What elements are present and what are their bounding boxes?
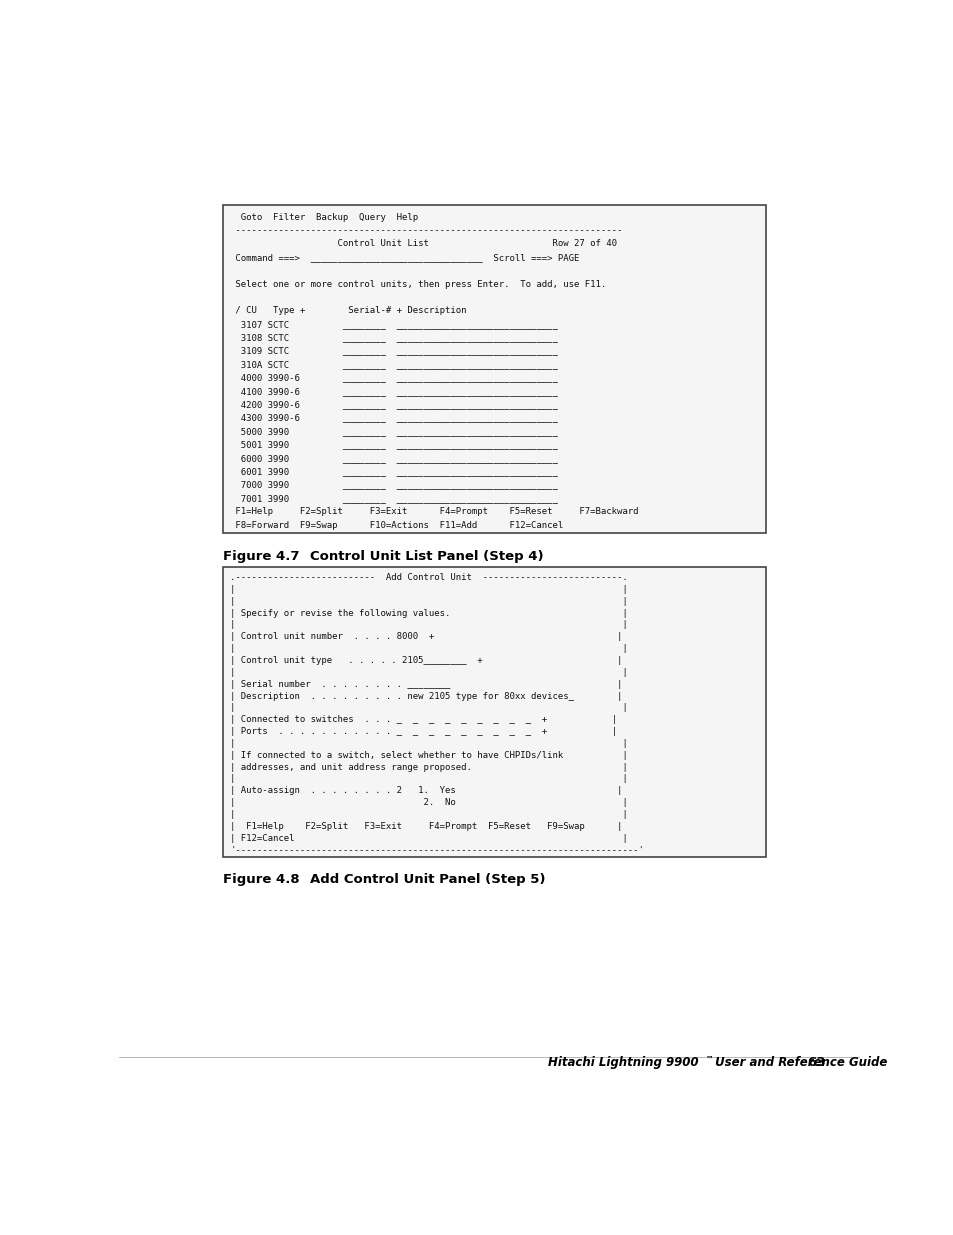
- Text: | Description  . . . . . . . . . new 2105 type for 80xx devices_        |: | Description . . . . . . . . . new 2105…: [230, 692, 622, 700]
- Text: 3107 SCTC          ________  ______________________________: 3107 SCTC ________ _____________________…: [230, 320, 558, 329]
- Text: F1=Help     F2=Split     F3=Exit      F4=Prompt    F5=Reset     F7=Backward: F1=Help F2=Split F3=Exit F4=Prompt F5=Re…: [230, 508, 638, 516]
- Text: 4300 3990-6        ________  ______________________________: 4300 3990-6 ________ ___________________…: [230, 414, 558, 422]
- Text: 6000 3990          ________  ______________________________: 6000 3990 ________ _____________________…: [230, 453, 558, 463]
- Text: |                                                                        |: | |: [230, 597, 627, 606]
- Bar: [222, 567, 765, 857]
- Text: Command ===>  ________________________________  Scroll ===> PAGE: Command ===> ___________________________…: [230, 253, 578, 262]
- Text: Select one or more control units, then press Enter.  To add, use F11.: Select one or more control units, then p…: [230, 279, 606, 289]
- Text: |                                   2.  No                               |: | 2. No |: [230, 798, 627, 806]
- Text: 4000 3990-6        ________  ______________________________: 4000 3990-6 ________ ___________________…: [230, 373, 558, 383]
- Text: Control Unit List                       Row 27 of 40: Control Unit List Row 27 of 40: [230, 240, 617, 248]
- Text: | Connected to switches  . . . _  _  _  _  _  _  _  _  _  +            |: | Connected to switches . . . _ _ _ _ _ …: [230, 715, 617, 724]
- Text: | Serial number  . . . . . . . . ________                               |: | Serial number . . . . . . . . ________…: [230, 679, 622, 689]
- Text: 4100 3990-6        ________  ______________________________: 4100 3990-6 ________ ___________________…: [230, 387, 558, 395]
- Text: |                                                                        |: | |: [230, 739, 627, 748]
- Text: 7000 3990          ________  ______________________________: 7000 3990 ________ _____________________…: [230, 480, 558, 489]
- Text: 63: 63: [806, 1056, 824, 1068]
- Text: | F12=Cancel                                                             |: | F12=Cancel |: [230, 834, 627, 842]
- Text: 310A SCTC          ________  ______________________________: 310A SCTC ________ _____________________…: [230, 359, 558, 369]
- Text: ™: ™: [705, 1055, 713, 1065]
- Text: Figure 4.8: Figure 4.8: [222, 873, 299, 885]
- Text: |                                                                        |: | |: [230, 585, 627, 594]
- Text: User and Reference Guide: User and Reference Guide: [710, 1056, 886, 1068]
- Text: Hitachi Lightning 9900: Hitachi Lightning 9900: [547, 1056, 698, 1068]
- Text: | Control unit type   . . . . . 2105________  +                         |: | Control unit type . . . . . 2105______…: [230, 656, 622, 664]
- Text: '---------------------------------------------------------------------------': '---------------------------------------…: [230, 846, 643, 855]
- Text: |                                                                        |: | |: [230, 810, 627, 819]
- Bar: [222, 205, 765, 534]
- Text: |                                                                        |: | |: [230, 704, 627, 713]
- Text: 5000 3990          ________  ______________________________: 5000 3990 ________ _____________________…: [230, 427, 558, 436]
- Text: 3109 SCTC          ________  ______________________________: 3109 SCTC ________ _____________________…: [230, 347, 558, 356]
- Text: | Control unit number  . . . . 8000  +                                  |: | Control unit number . . . . 8000 + |: [230, 632, 622, 641]
- Text: |                                                                        |: | |: [230, 620, 627, 630]
- Text: | Ports  . . . . . . . . . . . _  _  _  _  _  _  _  _  _  +            |: | Ports . . . . . . . . . . . _ _ _ _ _ …: [230, 727, 617, 736]
- Text: 5001 3990          ________  ______________________________: 5001 3990 ________ _____________________…: [230, 440, 558, 450]
- Text: 4200 3990-6        ________  ______________________________: 4200 3990-6 ________ ___________________…: [230, 400, 558, 409]
- Text: 7001 3990          ________  ______________________________: 7001 3990 ________ _____________________…: [230, 494, 558, 503]
- Text: | If connected to a switch, select whether to have CHPIDs/link           |: | If connected to a switch, select wheth…: [230, 751, 627, 760]
- Text: |                                                                        |: | |: [230, 774, 627, 783]
- Text: Control Unit List Panel (Step 4): Control Unit List Panel (Step 4): [310, 550, 543, 562]
- Text: |                                                                        |: | |: [230, 668, 627, 677]
- Text: Figure 4.7: Figure 4.7: [222, 550, 299, 562]
- Text: .--------------------------  Add Control Unit  --------------------------.: .-------------------------- Add Control …: [230, 573, 627, 582]
- Text: Add Control Unit Panel (Step 5): Add Control Unit Panel (Step 5): [310, 873, 545, 885]
- Text: |  F1=Help    F2=Split   F3=Exit     F4=Prompt  F5=Reset   F9=Swap      |: | F1=Help F2=Split F3=Exit F4=Prompt F5=…: [230, 821, 622, 831]
- Text: | Specify or revise the following values.                                |: | Specify or revise the following values…: [230, 609, 627, 618]
- Text: Goto  Filter  Backup  Query  Help: Goto Filter Backup Query Help: [230, 212, 417, 221]
- Text: | Auto-assign  . . . . . . . . 2   1.  Yes                              |: | Auto-assign . . . . . . . . 2 1. Yes |: [230, 787, 622, 795]
- Text: ------------------------------------------------------------------------: ----------------------------------------…: [230, 226, 622, 235]
- Text: 6001 3990          ________  ______________________________: 6001 3990 ________ _____________________…: [230, 467, 558, 475]
- Text: 3108 SCTC          ________  ______________________________: 3108 SCTC ________ _____________________…: [230, 333, 558, 342]
- Text: F8=Forward  F9=Swap      F10=Actions  F11=Add      F12=Cancel: F8=Forward F9=Swap F10=Actions F11=Add F…: [230, 521, 563, 530]
- Text: / CU   Type +        Serial-# + Description: / CU Type + Serial-# + Description: [230, 306, 466, 315]
- Text: |                                                                        |: | |: [230, 645, 627, 653]
- Text: | addresses, and unit address range proposed.                            |: | addresses, and unit address range prop…: [230, 762, 627, 772]
